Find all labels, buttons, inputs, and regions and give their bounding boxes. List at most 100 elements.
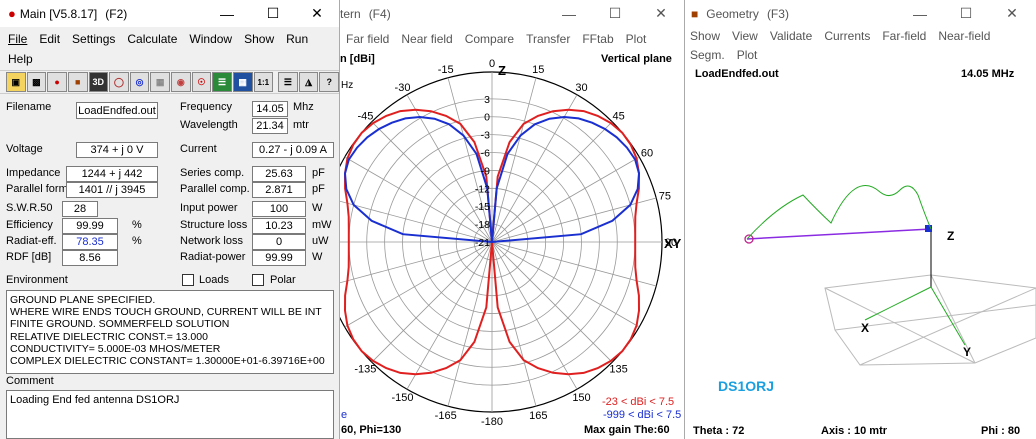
- menu-transfer[interactable]: Transfer: [526, 32, 571, 46]
- efficiency-label: Efficiency: [6, 219, 53, 231]
- loads-checkbox[interactable]: [182, 274, 194, 286]
- app-pin-icon: ●: [8, 6, 16, 21]
- polar-spoke: [491, 241, 537, 407]
- ground-line: [859, 287, 1036, 366]
- geometry-minimize-button[interactable]: —: [913, 5, 927, 22]
- filename-field[interactable]: LoadEndfed.out: [76, 102, 158, 119]
- globe2-icon[interactable]: ◉: [171, 72, 191, 92]
- structure-loss-unit: mW: [312, 219, 332, 231]
- polar-spoke: [340, 241, 493, 284]
- close-button[interactable]: ✕: [311, 5, 323, 21]
- bars-icon[interactable]: ☰: [212, 72, 232, 92]
- 3d-icon[interactable]: 3D: [88, 72, 109, 92]
- trash-icon[interactable]: ◮: [298, 72, 319, 92]
- menu-file[interactable]: File: [8, 32, 28, 46]
- radiat-power-field: 99.99: [252, 250, 306, 266]
- radiat-eff-field: 78.35: [62, 234, 118, 250]
- help-icon[interactable]: ?: [319, 72, 339, 92]
- environment-label: Environment: [6, 274, 68, 286]
- pattern-minimize-button[interactable]: —: [562, 5, 576, 22]
- menu-edit[interactable]: Edit: [39, 32, 61, 46]
- save-icon[interactable]: ▩: [26, 72, 47, 92]
- input-power-field[interactable]: 100: [252, 201, 306, 217]
- menu-geo-near-field[interactable]: Near-field: [938, 29, 991, 43]
- scale-icon[interactable]: 1:1: [253, 72, 274, 92]
- menu-plot[interactable]: Plot: [625, 32, 647, 46]
- book-icon[interactable]: ☰: [278, 72, 298, 92]
- menu-show[interactable]: Show: [244, 32, 275, 46]
- menu-settings[interactable]: Settings: [72, 32, 116, 46]
- target-icon[interactable]: ☉: [191, 72, 212, 92]
- menu-geo-view[interactable]: View: [732, 29, 758, 43]
- parallel-form-label: Parallel form: [6, 183, 68, 195]
- minimize-button[interactable]: —: [220, 5, 234, 22]
- xy-axis-label: XY: [664, 236, 682, 251]
- env-line: GROUND PLANE SPECIFIED.: [10, 294, 156, 306]
- menu-window[interactable]: Window: [189, 32, 233, 46]
- polar-spoke: [491, 121, 613, 243]
- geometry-close-button[interactable]: ✕: [1006, 5, 1018, 21]
- pin-icon[interactable]: ●: [47, 72, 67, 92]
- input-power-unit: W: [312, 202, 323, 214]
- polar-spoke: [344, 156, 493, 243]
- ring-tick-label: -6: [481, 148, 490, 160]
- main-menu-bar: File Edit Settings Calculate Window Show…: [0, 27, 339, 67]
- menu-help[interactable]: Help: [8, 52, 33, 66]
- menu-run[interactable]: Run: [286, 32, 309, 46]
- menu-geo-far-field[interactable]: Far-field: [882, 29, 927, 43]
- pattern-footer-left: 60, Phi=130: [341, 424, 402, 436]
- frequency-field[interactable]: 14.05: [252, 101, 288, 117]
- main-titlebar[interactable]: ● Main [V5.8.17] (F2) — ☐ ✕: [0, 0, 339, 27]
- menu-geo-validate[interactable]: Validate: [769, 29, 813, 43]
- swr-field: 28: [62, 201, 98, 217]
- rdf-label: RDF [dB]: [6, 251, 52, 263]
- legend-blue-prefix: e: [341, 409, 348, 421]
- maximize-button[interactable]: ☐: [266, 5, 280, 21]
- clock-icon[interactable]: ◯: [109, 72, 129, 92]
- parallel-comp-field: 2.871: [252, 182, 306, 198]
- network-loss-unit: uW: [312, 235, 329, 247]
- geo-frequency: 14.05 MHz: [961, 68, 1015, 80]
- polar-spoke: [344, 241, 493, 328]
- ring-tick-label: 3: [484, 94, 490, 106]
- polar-checkbox[interactable]: [252, 274, 264, 286]
- hz-fragment: Hz: [341, 80, 354, 91]
- geometry-shortcut: (F3): [766, 6, 789, 21]
- polar-spoke: [447, 241, 493, 407]
- menu-far-field[interactable]: Far field: [346, 32, 390, 46]
- menu-geo-currents[interactable]: Currents: [824, 29, 871, 43]
- pattern-header-left: n [dBi]: [340, 53, 375, 65]
- geometry-titlebar[interactable]: ■ Geometry (F3) — ☐ ✕: [685, 0, 1036, 27]
- open-icon[interactable]: ▣: [6, 72, 26, 92]
- menu-calculate[interactable]: Calculate: [127, 32, 178, 46]
- network-loss-label: Network loss: [180, 235, 243, 247]
- network-loss-field: 0: [252, 234, 306, 250]
- cube-icon[interactable]: ■: [67, 72, 88, 92]
- geometry-view[interactable]: Z X Y: [685, 80, 1036, 430]
- comment-label: Comment: [6, 375, 54, 387]
- menu-fftab[interactable]: FFtab: [582, 32, 614, 46]
- blue-grid-icon[interactable]: ▦: [232, 72, 253, 92]
- menu-geo-plot[interactable]: Plot: [736, 48, 758, 62]
- environment-textbox[interactable]: GROUND PLANE SPECIFIED. WHERE WIRE ENDS …: [6, 290, 334, 374]
- geometry-maximize-button[interactable]: ☐: [959, 5, 973, 21]
- current-curve: [746, 185, 932, 240]
- pattern-maximize-button[interactable]: ☐: [608, 5, 622, 21]
- pattern-close-button[interactable]: ✕: [655, 5, 667, 21]
- globe-icon[interactable]: ◎: [129, 72, 150, 92]
- menu-geo-show[interactable]: Show: [690, 29, 721, 43]
- env-line: RELATIVE DIELECTRIC CONST.= 13.000: [10, 330, 208, 343]
- menu-compare[interactable]: Compare: [464, 32, 515, 46]
- angle-tick-label: 75: [659, 191, 671, 203]
- menu-near-field[interactable]: Near field: [401, 32, 453, 46]
- polar-spoke: [447, 77, 493, 243]
- angle-tick-label: -30: [395, 82, 411, 94]
- geo-filename: LoadEndfed.out: [695, 68, 779, 80]
- comment-textbox[interactable]: Loading End fed antenna DS1ORJ: [6, 390, 334, 439]
- menu-geo-segm[interactable]: Segm.: [690, 48, 725, 62]
- input-power-label: Input power: [180, 202, 238, 214]
- grid-icon[interactable]: ▦: [150, 72, 170, 92]
- ground-line: [930, 274, 976, 364]
- pattern-titlebar[interactable]: tern (F4) — ☐ ✕: [340, 0, 684, 27]
